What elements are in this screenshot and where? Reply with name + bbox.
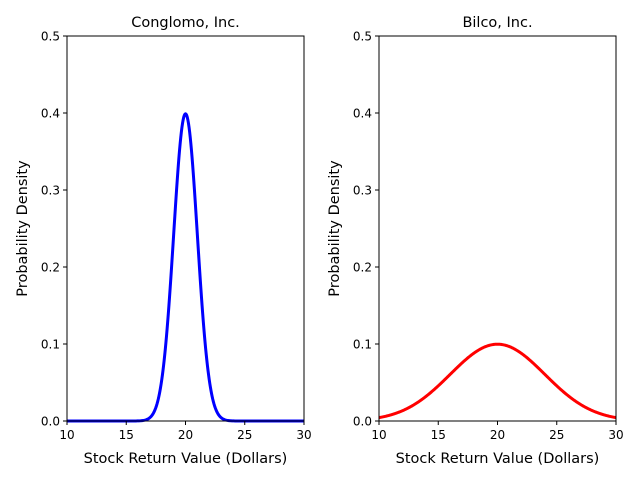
x-tick-label: 30 xyxy=(608,428,623,442)
x-tick-label: 20 xyxy=(178,428,193,442)
y-tick-label: 0.4 xyxy=(41,107,60,121)
y-tick-label: 0.3 xyxy=(353,184,372,198)
y-tick-label: 0.5 xyxy=(353,30,372,44)
y-tick-label: 0.3 xyxy=(41,184,60,198)
y-tick-label: 0.4 xyxy=(353,107,372,121)
y-tick-label: 0.0 xyxy=(41,415,60,429)
y-axis-label: Probability Density xyxy=(15,160,31,297)
y-axis-label: Probability Density xyxy=(327,160,343,297)
x-axis-label: Stock Return Value (Dollars) xyxy=(84,451,288,467)
chart-title: Conglomo, Inc. xyxy=(131,15,240,31)
chart-title: Bilco, Inc. xyxy=(462,15,532,31)
x-tick-label: 30 xyxy=(296,428,311,442)
x-tick-label: 10 xyxy=(371,428,386,442)
chart-bilco: Bilco, Inc. 10 15 20 25 30 0.0 0.1 0.2 0.3 0.4 0.5 S… xyxy=(327,15,624,467)
x-tick-label: 15 xyxy=(119,428,134,442)
chart-conglomo: Conglomo, Inc. 10 15 20 25 30 0.0 0.1 0.2 0.3 0.4 0… xyxy=(15,15,312,467)
x-axis-label: Stock Return Value (Dollars) xyxy=(396,451,600,467)
y-tick-label: 0.1 xyxy=(41,338,60,352)
x-tick-label: 25 xyxy=(237,428,252,442)
series-line-bilco-inc- xyxy=(378,342,617,420)
x-tick-label: 20 xyxy=(490,428,505,442)
x-tick-label: 10 xyxy=(59,428,74,442)
x-tick-label: 25 xyxy=(549,428,564,442)
y-tick-label: 0.2 xyxy=(353,261,372,275)
y-tick-label: 0.2 xyxy=(41,261,60,275)
y-tick-label: 0.1 xyxy=(353,338,372,352)
x-tick-label: 15 xyxy=(431,428,446,442)
y-tick-label: 0.5 xyxy=(41,30,60,44)
y-tick-label: 0.0 xyxy=(353,415,372,429)
